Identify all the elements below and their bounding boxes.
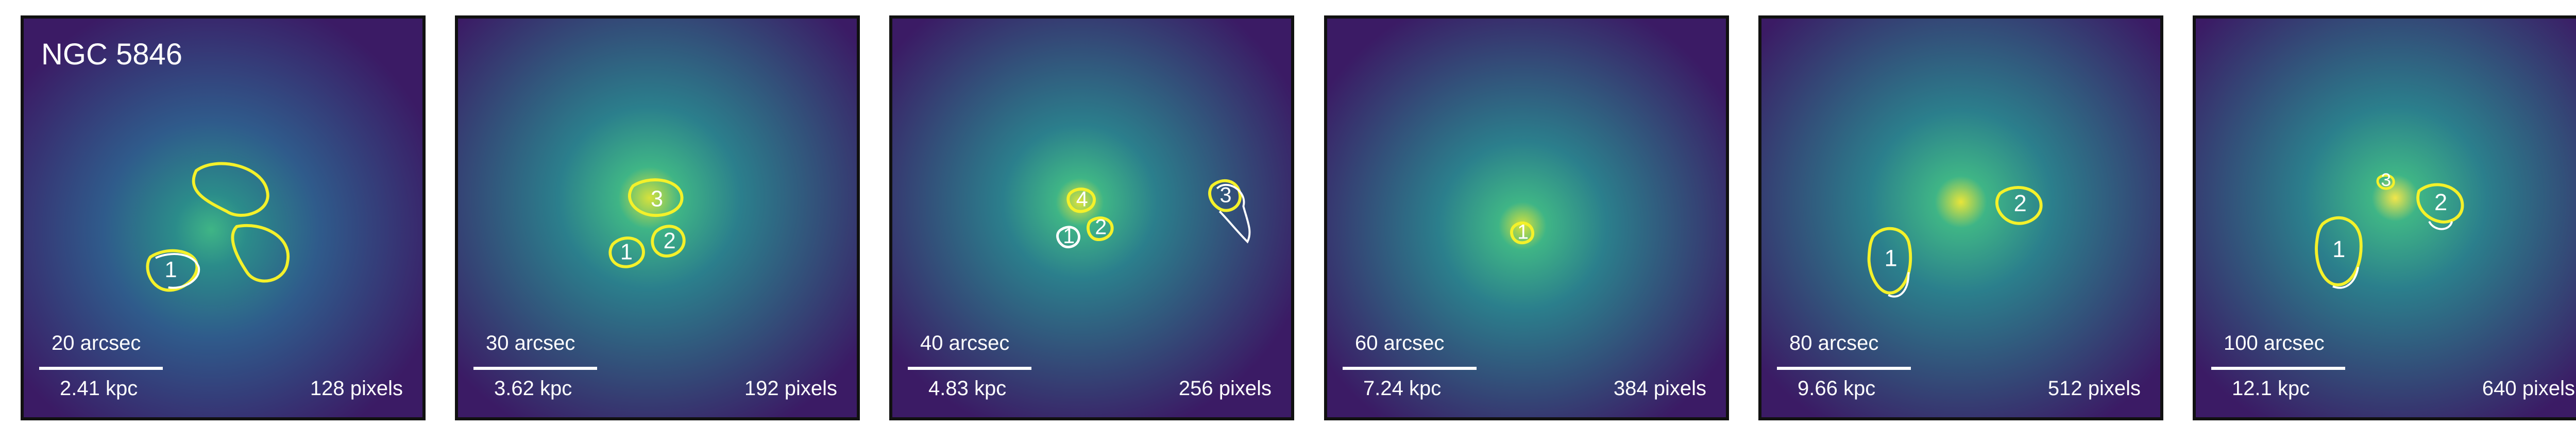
arcsec-label: 80 arcsec xyxy=(1789,332,1879,354)
arcsec-label: 20 arcsec xyxy=(52,332,141,354)
contour-region-1-white xyxy=(1888,272,1910,298)
pixels-label: 512 pixels xyxy=(2047,377,2141,400)
kpc-label: 4.83 kpc xyxy=(928,377,1007,400)
region-label-2: 2 xyxy=(2434,189,2447,215)
region-label-4: 4 xyxy=(1076,187,1088,211)
panel-3: 4 2 1 3 40 arcsec 4.83 kpc 256 pixels xyxy=(889,15,1294,420)
pixels-label: 640 pixels xyxy=(2482,377,2575,400)
contour-region-2 xyxy=(2416,183,2464,224)
contour-region-2-white xyxy=(2428,220,2453,230)
region-label-2: 2 xyxy=(664,229,676,253)
contour-region-1 xyxy=(1867,227,1912,295)
xray-image-5: 2 1 xyxy=(1761,19,2160,417)
region-label-2: 2 xyxy=(1095,215,1107,239)
panel-1: 1 NGC 5846 20 arcsec 2.41 kpc 128 pixels xyxy=(21,15,426,420)
contour-region-3 xyxy=(2376,174,2395,190)
contour-region-4 xyxy=(1066,188,1096,213)
contour-region-2 xyxy=(1087,216,1114,241)
contour-region-1 xyxy=(1510,222,1534,245)
arcsec-label: 60 arcsec xyxy=(1355,332,1445,354)
xray-image-1: 1 xyxy=(24,19,422,417)
contour-region-1 xyxy=(146,249,199,292)
kpc-label: 7.24 kpc xyxy=(1363,377,1442,400)
region-label-3: 3 xyxy=(651,186,663,211)
xray-image-2: 3 1 2 xyxy=(458,19,857,417)
kpc-label: 3.62 kpc xyxy=(494,377,572,400)
panel-4: 1 60 arcsec 7.24 kpc 384 pixels xyxy=(1324,15,1729,420)
xray-image-4: 1 xyxy=(1327,19,1726,417)
arcsec-label: 30 arcsec xyxy=(486,332,575,354)
region-label-1: 1 xyxy=(620,240,633,265)
scale-bar xyxy=(473,367,597,370)
contour-region-3 xyxy=(1208,179,1242,212)
panel-2: 3 1 2 30 arcsec 3.62 kpc 192 pixels xyxy=(455,15,860,420)
region-label-1: 1 xyxy=(1063,224,1075,248)
contour-region-a xyxy=(192,162,269,217)
region-label-3: 3 xyxy=(1219,183,1231,207)
xray-image-3: 4 2 1 3 xyxy=(892,19,1291,417)
region-label-1: 1 xyxy=(1517,220,1529,243)
contour-region-3-white xyxy=(1216,183,1251,244)
region-label-2: 2 xyxy=(2014,190,2027,216)
pixels-label: 192 pixels xyxy=(744,377,837,400)
contour-region-1 xyxy=(1056,226,1080,248)
xray-image-6: 3 2 1 xyxy=(2196,19,2576,417)
contour-region-1-white xyxy=(2332,267,2360,289)
contour-region-2 xyxy=(1995,186,2043,225)
galaxy-name: NGC 5846 xyxy=(41,38,183,71)
kpc-label: 2.41 kpc xyxy=(60,377,138,400)
pixels-label: 384 pixels xyxy=(1613,377,1706,400)
arcsec-label: 100 arcsec xyxy=(2224,332,2325,354)
region-label-3: 3 xyxy=(2381,169,2391,190)
scale-bar xyxy=(908,367,1031,370)
kpc-label: 9.66 kpc xyxy=(1798,377,1876,400)
panel-5: 2 1 80 arcsec 9.66 kpc 512 pixels xyxy=(1758,15,2163,420)
contour-region-b xyxy=(231,224,290,283)
contour-region-2 xyxy=(651,225,686,258)
region-label-1: 1 xyxy=(165,258,177,282)
arcsec-label: 40 arcsec xyxy=(920,332,1010,354)
pixels-label: 256 pixels xyxy=(1178,377,1272,400)
scale-bar xyxy=(39,367,163,370)
contour-region-1 xyxy=(2315,216,2363,286)
scale-bar xyxy=(1343,367,1477,370)
region-label-1: 1 xyxy=(1885,245,1897,271)
contour-region-1 xyxy=(608,236,645,268)
contour-region-3 xyxy=(628,178,684,217)
scale-bar xyxy=(2211,367,2345,370)
pixels-label: 128 pixels xyxy=(310,377,403,400)
scale-bar xyxy=(1777,367,1911,370)
contour-region-1-white xyxy=(155,253,200,289)
kpc-label: 12.1 kpc xyxy=(2232,377,2310,400)
region-label-1: 1 xyxy=(2332,236,2345,262)
panel-6: 3 2 1 100 arcsec 12.1 kpc 640 pixels xyxy=(2193,15,2576,420)
